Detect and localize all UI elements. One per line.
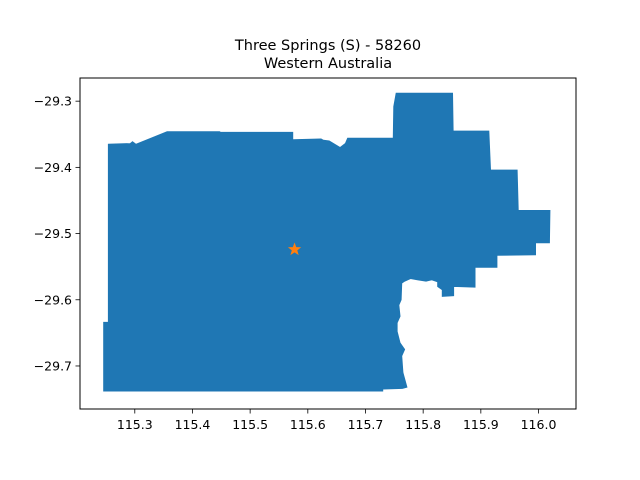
centroid-star-icon (287, 242, 302, 256)
x-tick-label: 115.7 (348, 417, 384, 432)
y-tick-label: −29.5 (34, 226, 72, 241)
y-axis: −29.3 −29.4 −29.5 −29.6 −29.7 (34, 94, 80, 373)
y-tick-label: −29.6 (34, 292, 72, 307)
x-tick-label: 115.8 (405, 417, 441, 432)
x-tick-label: 115.6 (290, 417, 326, 432)
chart-title-line2: Western Australia (264, 56, 392, 72)
y-tick-label: −29.4 (34, 160, 72, 175)
x-tick-label: 115.3 (117, 417, 153, 432)
x-axis: 115.3 115.4 115.5 115.6 115.7 115.8 115.9 116.0 (117, 409, 557, 432)
y-tick-label: −29.7 (34, 358, 72, 373)
x-tick-label: 115.4 (175, 417, 211, 432)
chart-title-line1: Three Springs (S) - 58260 (234, 38, 421, 54)
x-tick-label: 115.5 (232, 417, 268, 432)
x-tick-label: 116.0 (521, 417, 557, 432)
plot-area (103, 92, 551, 392)
y-tick-label: −29.3 (34, 94, 72, 109)
x-tick-label: 115.9 (463, 417, 499, 432)
axes-frame (79, 77, 577, 410)
region-polygon (103, 92, 551, 392)
